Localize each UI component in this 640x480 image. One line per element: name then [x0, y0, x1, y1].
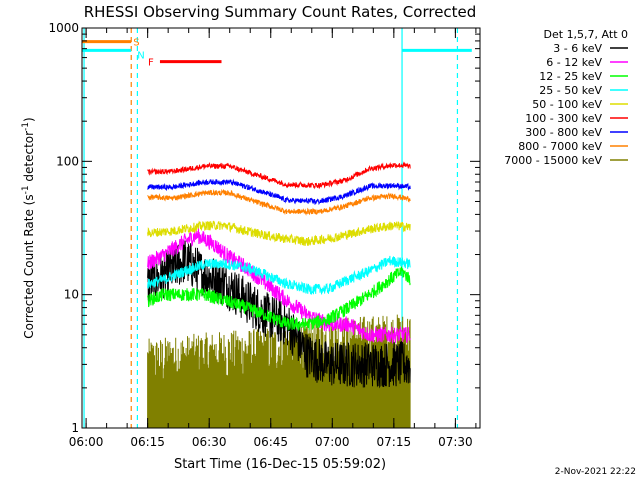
series-line: [147, 228, 411, 345]
y-tick-label: 1: [71, 421, 79, 435]
x-axis-label: Start Time (16-Dec-15 05:59:02): [174, 457, 386, 472]
flag-bars: [82, 40, 472, 64]
series-line: [147, 178, 411, 206]
x-tick-label: 07:15: [377, 435, 412, 449]
marker-lines: [83, 28, 459, 428]
x-tick-label: 07:00: [315, 435, 350, 449]
x-tick-label: 06:30: [192, 435, 227, 449]
y-tick-label: 1000: [48, 21, 79, 35]
x-tick-label: 06:15: [130, 435, 165, 449]
x-tick-label: 07:30: [438, 435, 473, 449]
series-line: [147, 161, 411, 190]
series-line: [147, 188, 411, 216]
legend-header: Det 1,5,7, Att 0: [544, 28, 628, 41]
y-axis: 1 10 100 1000: [48, 21, 480, 435]
legend-label: 800 - 7000 keV: [518, 140, 602, 153]
y-tick-label: 10: [64, 288, 79, 302]
series-line: [147, 220, 411, 246]
x-axis: 06:00 06:15 06:30 06:45 07:00 07:15 07:30: [69, 28, 477, 449]
x-tick-label: 06:45: [253, 435, 288, 449]
legend-label: 3 - 6 keV: [553, 42, 602, 55]
series-line: [147, 264, 411, 332]
legend-label: 12 - 25 keV: [539, 70, 602, 83]
legend-label: 25 - 50 keV: [539, 84, 602, 97]
chart-title: RHESSI Observing Summary Count Rates, Co…: [84, 3, 477, 21]
footer-timestamp: 2-Nov-2021 22:22: [555, 467, 636, 477]
y-axis-label: Corrected Count Rate (s-1 detector-1): [21, 117, 36, 338]
series-line: [147, 255, 411, 295]
legend-label: 300 - 800 keV: [525, 126, 602, 139]
x-tick-label: 06:00: [69, 435, 104, 449]
plot-frame: [81, 27, 481, 429]
y-tick-label: 100: [56, 154, 79, 168]
flag-label: F: [148, 58, 154, 69]
flag-label: N: [137, 50, 144, 61]
legend-label: 50 - 100 keV: [532, 98, 602, 111]
legend-label: 7000 - 15000 keV: [504, 154, 602, 167]
flag-label: S: [133, 38, 139, 49]
legend-label: 100 - 300 keV: [525, 112, 602, 125]
legend-label: 6 - 12 keV: [546, 56, 602, 69]
series-layer: [147, 161, 411, 428]
